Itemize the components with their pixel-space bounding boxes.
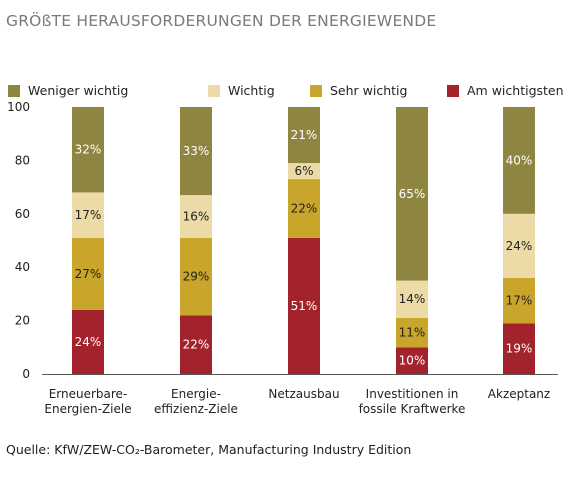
category-label-line: Erneuerbare-	[49, 387, 128, 401]
data-label: 33%	[183, 144, 210, 158]
y-tick-label: 80	[15, 153, 30, 167]
source-note: Quelle: KfW/ZEW-CO₂-Barometer, Manufactu…	[6, 442, 412, 457]
data-label: 14%	[399, 292, 426, 306]
bar-segment	[396, 280, 428, 318]
bar-segment	[72, 192, 104, 238]
bar-segment	[288, 237, 320, 374]
legend-label: Wichtig	[228, 83, 275, 98]
bar-segment	[180, 195, 212, 238]
data-label: 17%	[75, 208, 102, 222]
legend-swatch	[8, 85, 20, 97]
bar-segment	[503, 213, 535, 278]
data-label: 65%	[399, 187, 426, 201]
data-label: 11%	[399, 326, 426, 340]
data-label: 22%	[291, 201, 318, 215]
data-label: 21%	[291, 128, 318, 142]
category-label-line: effizienz-Ziele	[154, 402, 238, 416]
category-label: Netzausbau	[268, 387, 339, 401]
y-tick-label: 60	[15, 207, 30, 221]
bar-segment	[288, 107, 320, 164]
y-tick-label: 20	[15, 314, 30, 328]
category-label-line: Investitionen in	[366, 387, 459, 401]
legend-swatch	[447, 85, 459, 97]
bar-segment	[180, 107, 212, 196]
bar-segment	[180, 237, 212, 316]
data-label: 51%	[291, 299, 318, 313]
bar-segment	[72, 309, 104, 374]
data-label: 17%	[506, 294, 533, 308]
legend-label: Sehr wichtig	[330, 83, 407, 98]
bar-segment	[72, 107, 104, 193]
data-label: 29%	[183, 270, 210, 284]
y-tick-label: 0	[22, 367, 30, 381]
data-label: 19%	[506, 342, 533, 356]
data-label: 16%	[183, 209, 210, 223]
legend-swatch	[310, 85, 322, 97]
bar-segment	[503, 107, 535, 214]
category-label: Energie-effizienz-Ziele	[154, 387, 238, 416]
data-label: 6%	[294, 164, 313, 178]
data-label: 22%	[183, 338, 210, 352]
bar-segment	[396, 317, 428, 348]
category-label: Akzeptanz	[488, 387, 550, 401]
data-label: 27%	[75, 267, 102, 281]
data-label: 32%	[75, 143, 102, 157]
bar-segment	[503, 323, 535, 374]
category-label-line: fossile Kraftwerke	[359, 402, 466, 416]
data-label: 10%	[399, 354, 426, 368]
legend-label: Weniger wichtig	[28, 83, 128, 98]
category-label-line: Netzausbau	[268, 387, 339, 401]
legend-label: Am wichtigsten	[467, 83, 564, 98]
data-label: 24%	[75, 335, 102, 349]
category-label: Investitionen in fossile Kraftwerke	[359, 387, 466, 416]
bar-segment	[72, 237, 104, 310]
bar-segment	[288, 163, 320, 180]
data-label: 24%	[506, 239, 533, 253]
y-tick-label: 100	[7, 100, 30, 114]
y-tick-label: 40	[15, 260, 30, 274]
bar-segment	[180, 315, 212, 374]
chart-title: GRÖßTE HERAUSFORDERUNGEN DER ENERGIEWEND…	[6, 12, 437, 30]
category-label-line: Akzeptanz	[488, 387, 550, 401]
data-label: 40%	[506, 153, 533, 167]
category-label: Erneuerbare-Energien-Ziele	[44, 387, 131, 416]
bar-segment	[503, 277, 535, 324]
bar-segment	[396, 107, 428, 281]
bar-segment	[288, 179, 320, 238]
category-label-line: Energie-	[171, 387, 221, 401]
bar-segment	[396, 347, 428, 374]
category-label-line: Energien-Ziele	[44, 402, 131, 416]
legend-swatch	[208, 85, 220, 97]
